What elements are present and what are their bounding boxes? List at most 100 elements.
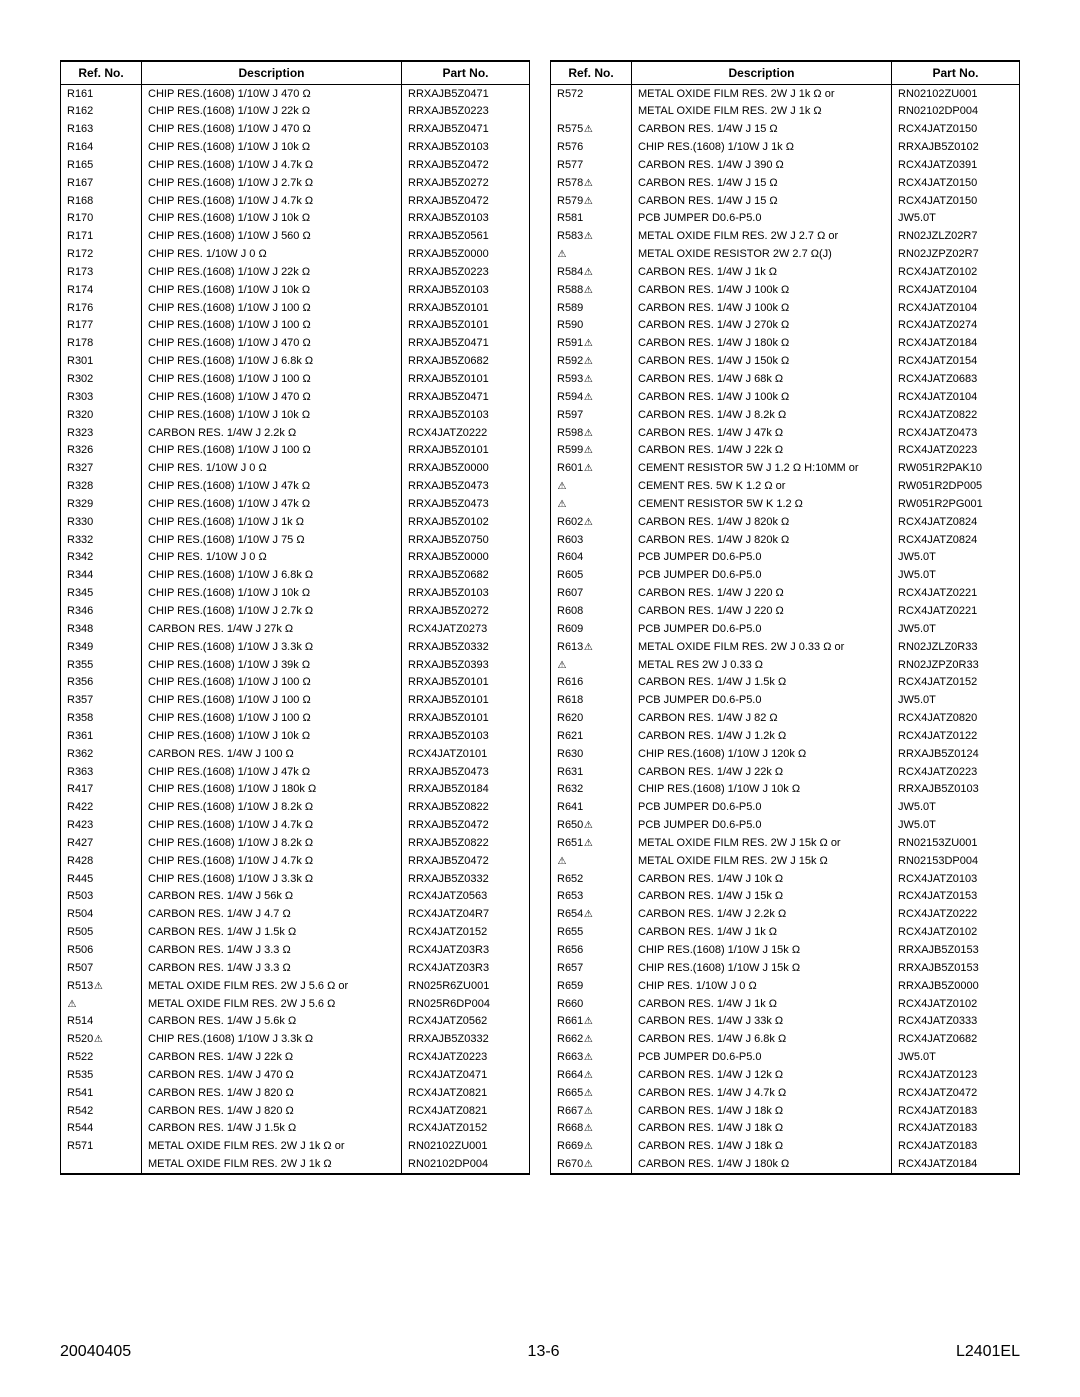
cell-part: RCX4JATZ0150: [892, 192, 1020, 210]
cell-desc: CHIP RES. 1/10W J 0 Ω: [142, 549, 402, 567]
table-row: R504CARBON RES. 1/4W J 4.7 ΩRCX4JATZ04R7: [61, 906, 530, 924]
cell-ref: R653: [551, 888, 632, 906]
table-row: R632CHIP RES.(1608) 1/10W J 10k ΩRRXAJB5…: [551, 781, 1020, 799]
cell-desc: CHIP RES.(1608) 1/10W J 120k Ω: [632, 745, 892, 763]
table-row: R664⚠CARBON RES. 1/4W J 12k ΩRCX4JATZ012…: [551, 1066, 1020, 1084]
cell-ref: R417: [61, 781, 142, 799]
cell-part: RCX4JATZ0103: [892, 870, 1020, 888]
cell-ref: R604: [551, 549, 632, 567]
cell-desc: CHIP RES.(1608) 1/10W J 560 Ω: [142, 228, 402, 246]
cell-desc: METAL OXIDE FILM RES. 2W J 5.6 Ω or: [142, 977, 402, 995]
cell-ref: R168: [61, 192, 142, 210]
cell-part: RRXAJB5Z0000: [402, 246, 530, 264]
cell-part: RRXAJB5Z0822: [402, 834, 530, 852]
warning-icon: ⚠: [583, 1051, 593, 1065]
cell-part: RN02153ZU001: [892, 834, 1020, 852]
header-ref: Ref. No.: [61, 61, 142, 85]
table-row: R178CHIP RES.(1608) 1/10W J 470 ΩRRXAJB5…: [61, 335, 530, 353]
cell-part: RN02153DP004: [892, 852, 1020, 870]
cell-ref: R328: [61, 478, 142, 496]
table-row: R656CHIP RES.(1608) 1/10W J 15k ΩRRXAJB5…: [551, 942, 1020, 960]
cell-desc: CARBON RES. 1/4W J 4.7k Ω: [632, 1084, 892, 1102]
cell-desc: METAL OXIDE FILM RES. 2W J 1k Ω: [632, 103, 892, 121]
cell-part: RRXAJB5Z0473: [402, 763, 530, 781]
cell-ref: R170: [61, 210, 142, 228]
cell-ref: R577: [551, 156, 632, 174]
cell-part: RCX4JATZ0152: [892, 674, 1020, 692]
cell-part: RRXAJB5Z0101: [402, 371, 530, 389]
table-row: R651⚠METAL OXIDE FILM RES. 2W J 15k Ω or…: [551, 834, 1020, 852]
cell-ref: R326: [61, 442, 142, 460]
cell-part: RCX4JATZ0154: [892, 353, 1020, 371]
cell-part: RCX4JATZ0824: [892, 513, 1020, 531]
table-row: R417CHIP RES.(1608) 1/10W J 180k ΩRRXAJB…: [61, 781, 530, 799]
cell-part: RRXAJB5Z0332: [402, 1031, 530, 1049]
cell-ref: R172: [61, 246, 142, 264]
cell-desc: CHIP RES.(1608) 1/10W J 3.3k Ω: [142, 1031, 402, 1049]
cell-desc: CHIP RES.(1608) 1/10W J 100 Ω: [142, 692, 402, 710]
cell-ref: R601⚠: [551, 460, 632, 478]
cell-desc: CHIP RES.(1608) 1/10W J 100 Ω: [142, 299, 402, 317]
table-row: R584⚠CARBON RES. 1/4W J 1k ΩRCX4JATZ0102: [551, 263, 1020, 281]
table-row: R162CHIP RES.(1608) 1/10W J 22k ΩRRXAJB5…: [61, 103, 530, 121]
cell-ref: R176: [61, 299, 142, 317]
table-row: R330CHIP RES.(1608) 1/10W J 1k ΩRRXAJB5Z…: [61, 513, 530, 531]
cell-ref: R320: [61, 406, 142, 424]
cell-part: RN02JZLZ0R33: [892, 638, 1020, 656]
cell-desc: CARBON RES. 1/4W J 12k Ω: [632, 1066, 892, 1084]
table-row: R348CARBON RES. 1/4W J 27k ΩRCX4JATZ0273: [61, 620, 530, 638]
cell-ref: R597: [551, 406, 632, 424]
cell-part: RCX4JATZ0822: [892, 406, 1020, 424]
cell-part: RCX4JATZ0183: [892, 1120, 1020, 1138]
cell-ref: R428: [61, 852, 142, 870]
cell-part: RN025R6DP004: [402, 995, 530, 1013]
cell-desc: METAL OXIDE FILM RES. 2W J 1k Ω or: [632, 85, 892, 103]
cell-ref: R329: [61, 495, 142, 513]
cell-ref: R167: [61, 174, 142, 192]
warning-icon: ⚠: [93, 1033, 103, 1047]
cell-ref: R588⚠: [551, 281, 632, 299]
warning-icon: ⚠: [557, 659, 567, 673]
cell-desc: CHIP RES. 1/10W J 0 Ω: [632, 977, 892, 995]
cell-desc: CHIP RES. 1/10W J 0 Ω: [142, 460, 402, 478]
cell-ref: R357: [61, 692, 142, 710]
cell-part: RCX4JATZ0472: [892, 1084, 1020, 1102]
cell-part: JW5.0T: [892, 620, 1020, 638]
cell-ref: R445: [61, 870, 142, 888]
table-row: ⚠CEMENT RESISTOR 5W K 1.2 ΩRW051R2PG001: [551, 495, 1020, 513]
cell-part: RRXAJB5Z0272: [402, 602, 530, 620]
cell-part: RRXAJB5Z0471: [402, 121, 530, 139]
table-row: R422CHIP RES.(1608) 1/10W J 8.2k ΩRRXAJB…: [61, 799, 530, 817]
cell-ref: R174: [61, 281, 142, 299]
cell-desc: CARBON RES. 1/4W J 2.2k Ω: [632, 906, 892, 924]
cell-desc: CARBON RES. 1/4W J 3.3 Ω: [142, 959, 402, 977]
table-header-row: Ref. No. Description Part No.: [551, 61, 1020, 85]
table-row: R323CARBON RES. 1/4W J 2.2k ΩRCX4JATZ022…: [61, 424, 530, 442]
warning-icon: ⚠: [557, 480, 567, 494]
cell-part: RRXAJB5Z0184: [402, 781, 530, 799]
cell-part: RCX4JATZ0223: [892, 763, 1020, 781]
cell-ref: R591⚠: [551, 335, 632, 353]
table-row: R165CHIP RES.(1608) 1/10W J 4.7k ΩRRXAJB…: [61, 156, 530, 174]
cell-part: RCX4JATZ0152: [402, 924, 530, 942]
cell-part: RRXAJB5Z0124: [892, 745, 1020, 763]
warning-icon: ⚠: [583, 284, 593, 298]
page-footer: 20040405 13-6 L2401EL: [60, 1343, 1020, 1361]
cell-ref: R507: [61, 959, 142, 977]
cell-desc: CARBON RES. 1/4W J 22k Ω: [142, 1049, 402, 1067]
cell-desc: CARBON RES. 1/4W J 27k Ω: [142, 620, 402, 638]
table-row: R652CARBON RES. 1/4W J 10k ΩRCX4JATZ0103: [551, 870, 1020, 888]
table-row: R665⚠CARBON RES. 1/4W J 4.7k ΩRCX4JATZ04…: [551, 1084, 1020, 1102]
table-row: R176CHIP RES.(1608) 1/10W J 100 ΩRRXAJB5…: [61, 299, 530, 317]
cell-ref: R651⚠: [551, 834, 632, 852]
cell-desc: CARBON RES. 1/4W J 1.2k Ω: [632, 727, 892, 745]
table-header-row: Ref. No. Description Part No.: [61, 61, 530, 85]
cell-desc: CARBON RES. 1/4W J 100 Ω: [142, 745, 402, 763]
table-row: R590CARBON RES. 1/4W J 270k ΩRCX4JATZ027…: [551, 317, 1020, 335]
table-row: R541CARBON RES. 1/4W J 820 ΩRCX4JATZ0821: [61, 1084, 530, 1102]
cell-part: RRXAJB5Z0103: [402, 727, 530, 745]
cell-part: RCX4JATZ0223: [402, 1049, 530, 1067]
cell-ref: ⚠: [551, 852, 632, 870]
cell-desc: CHIP RES.(1608) 1/10W J 10k Ω: [632, 781, 892, 799]
cell-ref: R514: [61, 1013, 142, 1031]
